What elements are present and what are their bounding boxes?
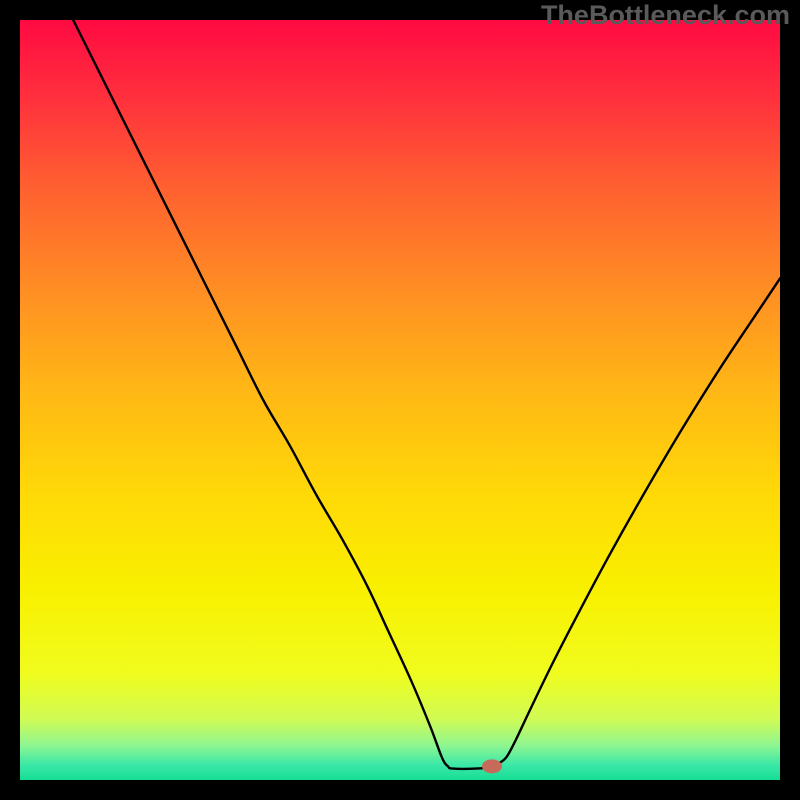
gradient-background [20,20,780,780]
chart-svg [20,20,780,780]
optimum-marker [482,759,502,773]
watermark-text: TheBottleneck.com [541,0,790,31]
plot-area [20,20,780,780]
